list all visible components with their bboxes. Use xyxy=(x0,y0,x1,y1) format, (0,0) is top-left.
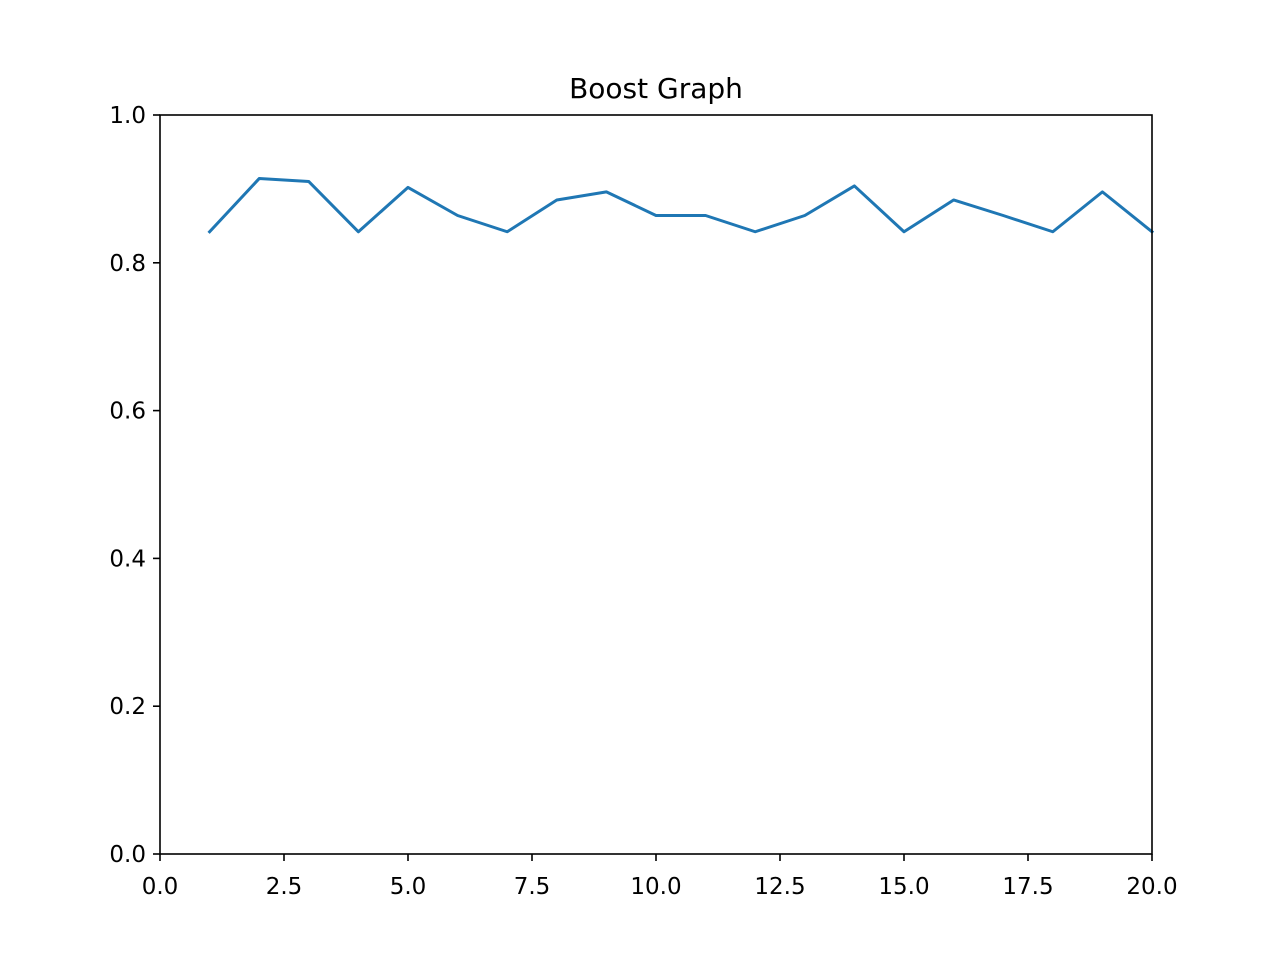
x-tick-label: 15.0 xyxy=(878,874,929,900)
y-tick-label: 0.2 xyxy=(109,694,146,720)
x-tick-label: 17.5 xyxy=(1002,874,1053,900)
plot-frame xyxy=(159,114,1153,855)
y-tick-label: 0.8 xyxy=(109,251,146,277)
y-tick-label: 0.6 xyxy=(109,399,146,425)
x-tick-label: 12.5 xyxy=(754,874,805,900)
x-tick-label: 0.0 xyxy=(142,874,179,900)
x-tick-label: 20.0 xyxy=(1126,874,1177,900)
series-line-0 xyxy=(207,177,1155,234)
series-layer xyxy=(207,177,1155,234)
x-tick-label: 5.0 xyxy=(390,874,427,900)
y-tick-label: 1.0 xyxy=(109,103,146,129)
y-tick-label: 0.0 xyxy=(109,842,146,868)
chart-title: Boost Graph xyxy=(569,72,743,105)
x-tick-label: 7.5 xyxy=(514,874,551,900)
x-tick-label: 2.5 xyxy=(266,874,303,900)
axes-layer: 0.0 2.5 5.0 7.5 10.0 12.5 15.0 17.5 20.0 0.0 0.2 0.… xyxy=(109,103,1177,900)
y-tick-label: 0.4 xyxy=(109,546,146,572)
x-tick-label: 10.0 xyxy=(630,874,681,900)
